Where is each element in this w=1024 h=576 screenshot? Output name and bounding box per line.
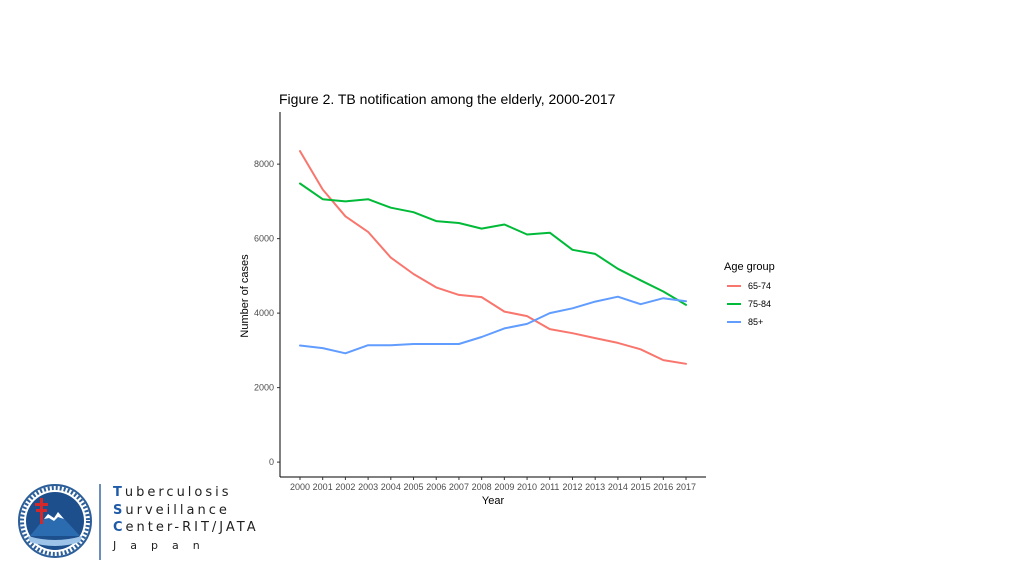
org-line-3: Center-RIT/JATA — [113, 519, 259, 537]
org-line-3-cap: C — [113, 520, 126, 535]
x-tick-label: 2005 — [404, 482, 424, 492]
org-line-2-text: urveillance — [125, 502, 230, 518]
legend-title: Age group — [724, 261, 775, 273]
series-line-65-74 — [299, 150, 687, 365]
org-line-1-cap: T — [113, 485, 125, 500]
x-tick-label: 2013 — [585, 482, 605, 492]
x-tick-label: 2010 — [517, 482, 537, 492]
series-line-75-84 — [299, 182, 687, 306]
logo-divider — [99, 484, 101, 560]
org-line-1: Tuberculosis — [113, 484, 259, 502]
organization-name: Tuberculosis Surveillance Center-RIT/JAT… — [113, 484, 259, 554]
x-tick-label: 2002 — [335, 482, 355, 492]
org-line-3-text: enter-RIT/JATA — [125, 520, 259, 535]
org-line-1-text: uberculosis — [124, 485, 232, 500]
org-line-2: Surveillance — [113, 502, 259, 520]
x-tick-label: 2016 — [653, 482, 673, 492]
tb-cross-mountain-seal-icon — [18, 484, 92, 558]
x-tick-label: 2007 — [449, 482, 469, 492]
x-tick-label: 2003 — [358, 482, 378, 492]
x-tick-label: 2012 — [562, 482, 582, 492]
x-tick-label: 2014 — [608, 482, 628, 492]
series-line-85+ — [299, 295, 687, 355]
y-tick-label: 0 — [269, 457, 274, 467]
x-tick-label: 2017 — [676, 482, 696, 492]
x-tick-label: 2009 — [494, 482, 514, 492]
legend-label-75-84: 75-84 — [748, 299, 771, 309]
y-tick-label: 4000 — [254, 308, 274, 318]
y-tick-label: 8000 — [254, 159, 274, 169]
org-line-4: Japan — [113, 538, 214, 552]
x-tick-label: 2006 — [426, 482, 446, 492]
x-tick-label: 2000 — [290, 482, 310, 492]
legend-label-65-74: 65-74 — [748, 281, 771, 291]
x-tick-label: 2015 — [631, 482, 651, 492]
x-axis-title: Year — [482, 495, 505, 507]
legend-label-85+: 85+ — [748, 317, 763, 327]
chart-title: Figure 2. TB notification among the elde… — [279, 91, 616, 107]
y-tick-label: 6000 — [254, 234, 274, 244]
x-tick-label: 2011 — [540, 482, 559, 492]
x-tick-label: 2001 — [313, 482, 333, 492]
x-tick-label: 2008 — [472, 482, 492, 492]
y-axis-title: Number of cases — [239, 254, 251, 338]
y-tick-label: 2000 — [254, 383, 274, 393]
legend: Age group 65-74 75-84 85+ — [724, 261, 775, 327]
x-tick-label: 2004 — [381, 482, 401, 492]
org-line-2-cap: S — [113, 502, 126, 518]
